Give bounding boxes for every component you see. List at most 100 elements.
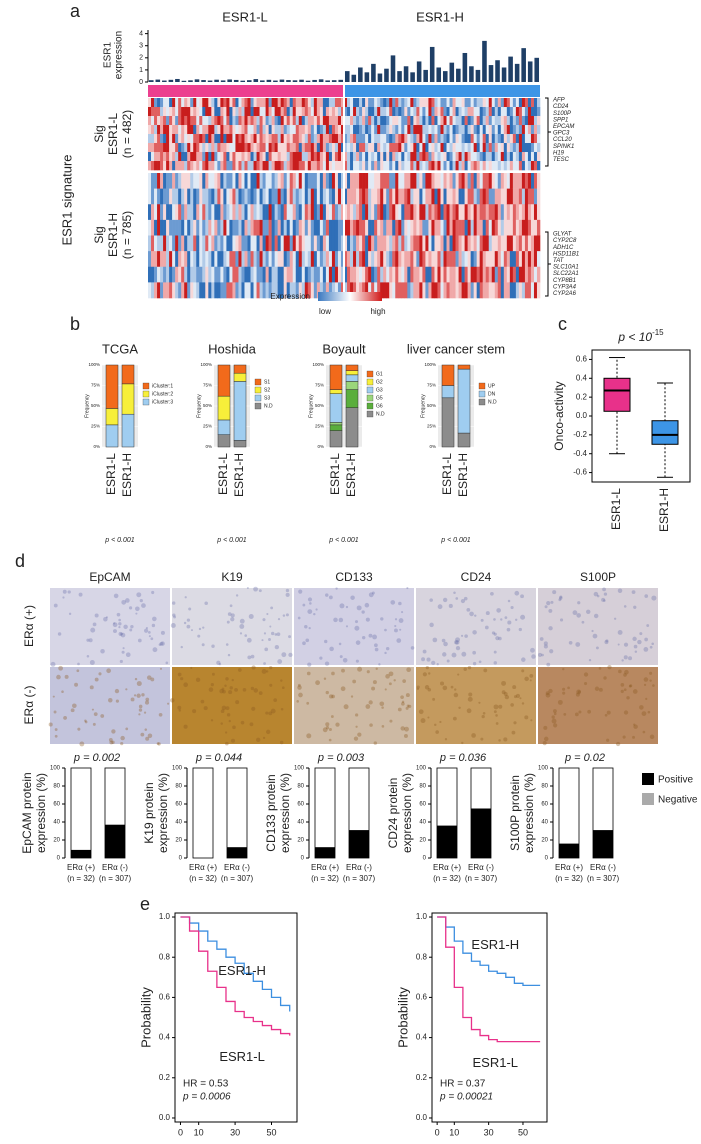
heatmap-cell xyxy=(322,116,327,126)
ihc-cell xyxy=(602,587,606,592)
ihc-cell xyxy=(632,636,637,642)
heatmap-cell xyxy=(340,219,345,236)
y-tick-label: 25% xyxy=(203,424,212,429)
heatmap-cell xyxy=(274,188,278,205)
heatmap-cell xyxy=(334,143,339,153)
heatmap-cell xyxy=(386,125,390,135)
bar xyxy=(593,830,613,858)
heatmap-cell xyxy=(316,107,321,117)
ihc-cell xyxy=(218,662,222,666)
heatmap-cell xyxy=(226,143,230,153)
ihc-cell xyxy=(572,610,578,616)
heatmap-cell xyxy=(157,219,161,236)
heatmap-cell xyxy=(368,204,372,221)
ihc-cell xyxy=(390,600,396,605)
x-tick-label: (n = 32) xyxy=(311,874,339,883)
heatmap-cell xyxy=(440,235,444,252)
heatmap-cell xyxy=(383,188,387,205)
heatmap-cell xyxy=(509,134,514,144)
bar xyxy=(188,80,193,82)
heatmap-cell xyxy=(365,251,369,268)
heatmap-cell xyxy=(313,188,318,205)
heatmap-cell xyxy=(184,143,188,153)
heatmap-cell xyxy=(310,107,315,117)
heatmap-cell xyxy=(292,98,297,108)
heatmap-cell xyxy=(169,204,173,221)
heatmap-cell xyxy=(374,143,378,153)
heatmap-cell xyxy=(220,107,224,117)
heatmap-cell xyxy=(485,107,490,117)
heatmap-cell xyxy=(217,134,221,144)
heatmap-cell xyxy=(163,98,167,108)
heatmap-cell xyxy=(344,134,348,144)
heatmap-cell xyxy=(413,266,417,283)
heatmap-cell xyxy=(458,188,462,205)
heatmap-cell xyxy=(289,188,294,205)
signature-group-label: (n = 482) xyxy=(120,110,134,158)
heatmap-cell xyxy=(446,219,450,236)
heatmap-cell xyxy=(307,188,312,205)
heatmap-cell xyxy=(497,98,502,108)
heatmap-cell xyxy=(461,125,465,135)
legend-label: S3 xyxy=(264,395,270,401)
ihc-cell xyxy=(221,705,227,711)
heatmap-cell xyxy=(271,116,275,126)
heatmap-cell xyxy=(220,161,224,171)
heatmap-cell xyxy=(482,161,487,171)
heatmap-cell xyxy=(310,188,315,205)
x-tick-label: (n = 32) xyxy=(555,874,583,883)
ihc-cell xyxy=(170,622,176,628)
heatmap-cell xyxy=(386,188,390,205)
heatmap-cell xyxy=(223,173,227,189)
heatmap-cell xyxy=(362,152,366,162)
heatmap-cell xyxy=(226,107,230,117)
ihc-cell xyxy=(76,669,80,673)
heatmap-cell xyxy=(283,219,288,236)
heatmap-cell xyxy=(359,143,363,153)
heatmap-cell xyxy=(494,107,499,117)
ihc-cell xyxy=(550,600,554,604)
bar-segment xyxy=(441,397,455,448)
heatmap-cell xyxy=(331,116,336,126)
ihc-cell xyxy=(643,647,649,652)
heatmap-cell xyxy=(521,125,526,135)
heatmap-cell xyxy=(452,125,456,135)
ihc-cell xyxy=(454,688,457,691)
heatmap-cell xyxy=(389,219,393,236)
bar-segment xyxy=(457,364,471,370)
ihc-cell xyxy=(543,641,548,646)
heatmap-cell xyxy=(277,161,281,171)
heatmap-cell xyxy=(250,107,254,117)
heatmap-cell xyxy=(467,266,471,283)
heatmap-cell xyxy=(491,98,496,108)
ihc-cell xyxy=(165,661,169,665)
heatmap-cell xyxy=(380,107,384,117)
y-tick-label: 60 xyxy=(297,802,304,808)
ihc-cell xyxy=(72,703,77,709)
heatmap-cell xyxy=(160,204,164,221)
bar xyxy=(71,849,91,858)
heatmap-cell xyxy=(157,152,161,162)
x-tick-label: ESR1-H xyxy=(657,488,671,532)
heatmap-cell xyxy=(190,219,194,236)
heatmap-cell xyxy=(389,161,393,171)
heatmap-cell xyxy=(434,107,438,117)
heatmap-cell xyxy=(347,188,351,205)
heatmap-cell xyxy=(244,266,248,283)
heatmap-cell xyxy=(473,188,477,205)
heatmap-cell xyxy=(488,143,493,153)
heatmap-cell xyxy=(202,188,206,205)
bar xyxy=(325,80,330,82)
heatmap-cell xyxy=(488,173,493,189)
p-value: p = 0.044 xyxy=(195,752,242,764)
ihc-cell xyxy=(84,720,88,724)
heatmap-cell xyxy=(422,282,426,299)
ihc-cell xyxy=(188,607,192,611)
heatmap-cell xyxy=(518,282,523,299)
x-axis-label: OS (months) xyxy=(199,1141,273,1144)
legend-swatch xyxy=(142,398,150,406)
y-tick-label: 60 xyxy=(53,802,60,808)
heatmap-cell xyxy=(271,219,275,236)
heatmap-cell xyxy=(286,173,291,189)
heatmap-cell xyxy=(449,98,453,108)
